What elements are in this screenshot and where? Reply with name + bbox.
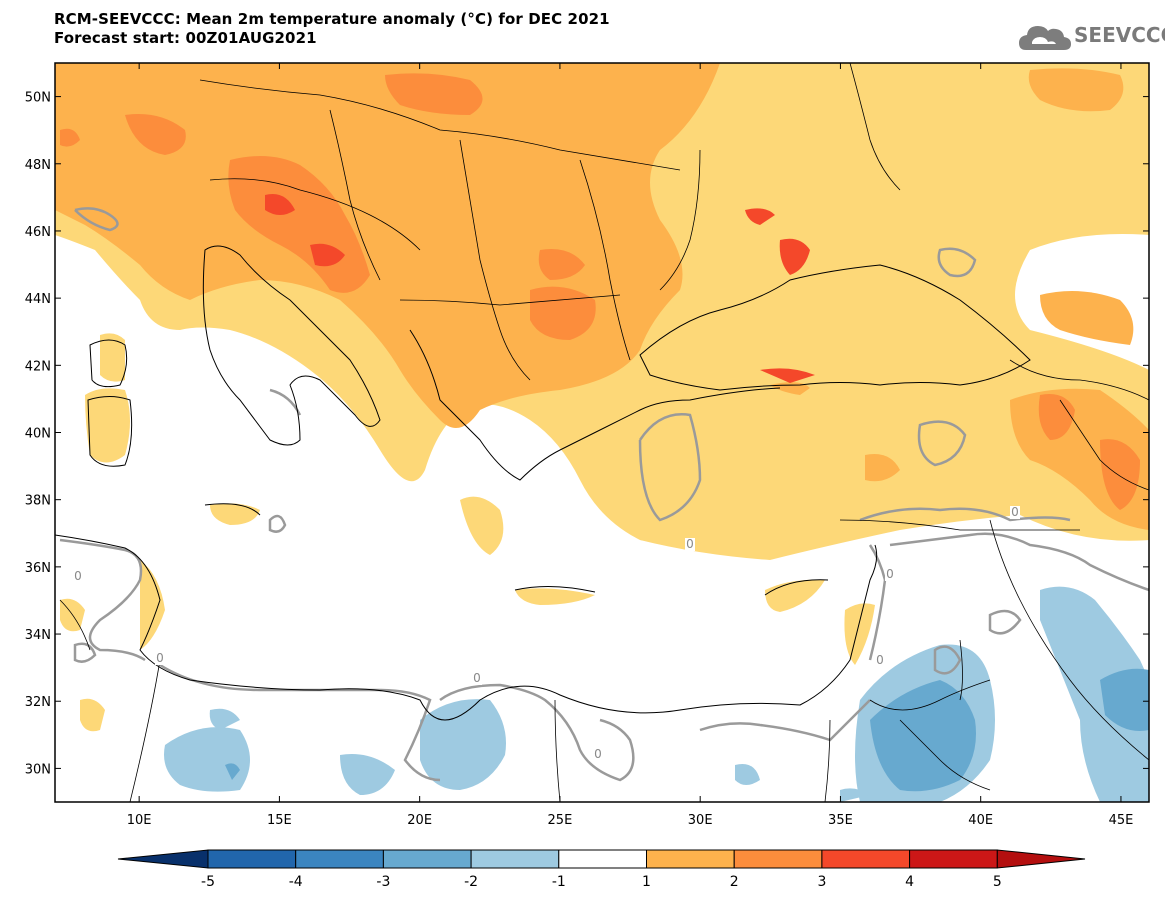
seevccc-logo: SEEVCCC: [1018, 20, 1165, 56]
colorbar-box: [382, 849, 472, 869]
zero-contours: [59, 207, 1149, 782]
colorbar-box: [646, 849, 735, 869]
anomaly-fill-4-5: [265, 194, 815, 383]
lat-tick-label: 40N: [25, 427, 51, 442]
colorbar-box: [207, 849, 297, 869]
colorbar-level-label: 1: [642, 874, 651, 890]
colorbar-over-triangle: [996, 849, 1086, 869]
contour-label-bg: [73, 570, 83, 583]
lat-tick-label: 32N: [25, 695, 51, 710]
lon-tick-label: 35E: [828, 813, 853, 828]
colorbar-box: [558, 849, 647, 869]
colorbar-level-label: 3: [817, 874, 826, 890]
contour-label-bg: [155, 652, 165, 665]
lat-tick-label: 42N: [25, 359, 51, 374]
contour-label: 0: [594, 747, 602, 761]
colorbar-box: [909, 849, 998, 869]
contour-label-bg: [1010, 506, 1020, 519]
colorbar: -5 -4 -3 -2 -1 1 2 3 4 5: [117, 849, 1086, 890]
lat-tick-label: 30N: [25, 762, 51, 777]
map-title: RCM-SEEVCCC: Mean 2m temperature anomaly…: [54, 10, 610, 48]
contour-label-bg: [685, 538, 695, 551]
contour-label-bg: [875, 654, 885, 667]
contour-label-bg: [885, 568, 895, 581]
latitude-axis: 50N 48N 46N 44N 42N 40N 38N 36N 34N 32N 30N: [25, 91, 1149, 777]
contour-label-bg: [472, 672, 482, 685]
coastlines: [55, 245, 1031, 721]
longitude-axis: 10E 15E 20E 25E 30E 35E 40E 45E: [127, 63, 1134, 828]
title-line-1: RCM-SEEVCCC: Mean 2m temperature anomaly…: [54, 10, 610, 28]
colorbar-box: [470, 849, 560, 869]
lat-tick-label: 50N: [25, 91, 51, 106]
lon-tick-label: 40E: [968, 813, 993, 828]
lon-tick-label: 10E: [127, 813, 152, 828]
colorbar-box: [733, 849, 823, 869]
title-line-2: Forecast start: 00Z01AUG2021: [54, 29, 317, 47]
colorbar-level-label: -1: [552, 874, 566, 890]
lat-tick-label: 46N: [25, 225, 51, 240]
contour-label: 0: [686, 537, 694, 551]
lon-tick-label: 15E: [267, 813, 292, 828]
logo-text: SEEVCCC: [1074, 23, 1165, 47]
lat-tick-label: 34N: [25, 628, 51, 643]
contour-label-bg: [593, 748, 603, 761]
lon-tick-label: 30E: [688, 813, 713, 828]
colorbar-level-label: -2: [464, 874, 478, 890]
contour-labels: 0 0 0 0 0 0 0 0: [73, 505, 1020, 761]
colorbar-level-label: 5: [993, 874, 1002, 890]
lon-tick-label: 25E: [548, 813, 573, 828]
lat-tick-label: 44N: [25, 292, 51, 307]
contour-label: 0: [473, 671, 481, 685]
lon-tick-label: 45E: [1109, 813, 1134, 828]
contour-label: 0: [1011, 505, 1019, 519]
lat-tick-label: 48N: [25, 158, 51, 173]
colorbar-level-label: -3: [376, 874, 390, 890]
contour-label: 0: [886, 567, 894, 581]
colorbar-level-label: 4: [905, 874, 914, 890]
lat-tick-label: 38N: [25, 494, 51, 509]
anomaly-fill-minus-3-minus-2: [225, 668, 1149, 792]
contour-label: 0: [876, 653, 884, 667]
colorbar-under-triangle: [117, 849, 209, 869]
colorbar-level-label: -5: [201, 874, 215, 890]
map-area: [55, 63, 1149, 802]
lon-tick-label: 20E: [407, 813, 432, 828]
colorbar-level-label: 2: [730, 874, 739, 890]
contour-label: 0: [156, 651, 164, 665]
contour-label: 0: [74, 569, 82, 583]
colorbar-box: [821, 849, 911, 869]
country-borders: [59, 63, 1149, 802]
lat-tick-label: 36N: [25, 561, 51, 576]
cloud-icon: [1019, 26, 1071, 50]
colorbar-level-label: -4: [289, 874, 303, 890]
colorbar-box: [295, 849, 384, 869]
